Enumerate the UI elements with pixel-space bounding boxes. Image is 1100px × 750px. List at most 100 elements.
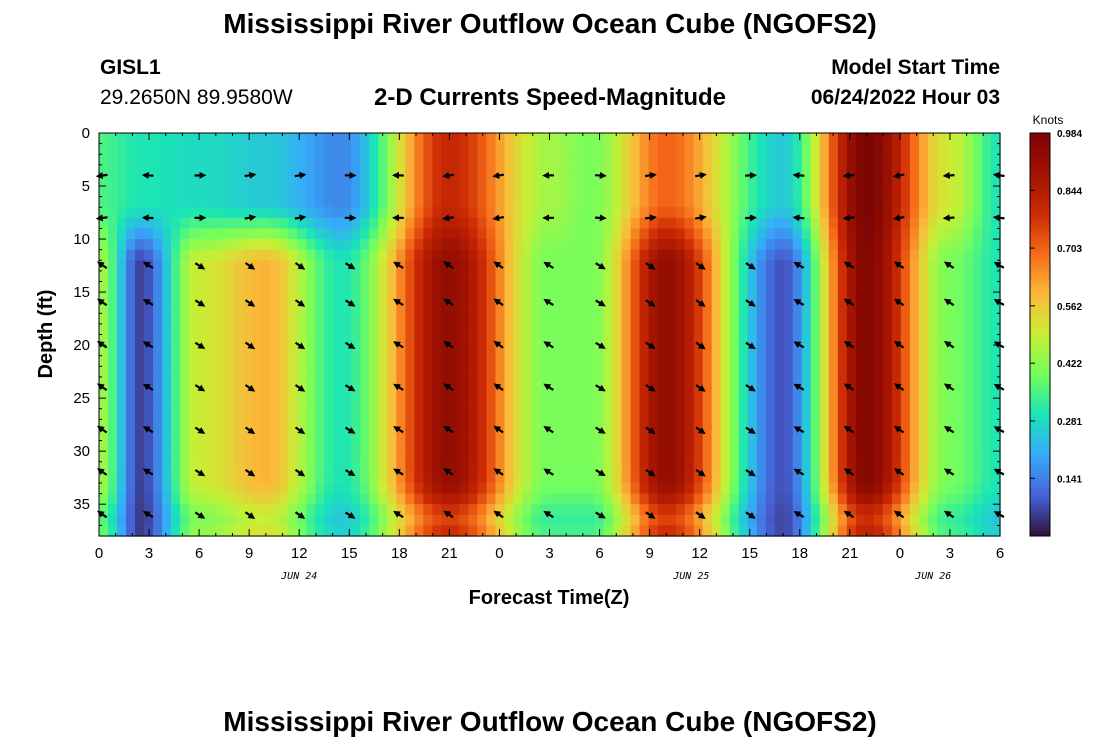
- heatmap-cell: [729, 249, 740, 261]
- heatmap-cell: [810, 260, 821, 272]
- heatmap-cell: [657, 525, 668, 537]
- heatmap-cell: [234, 164, 244, 177]
- heatmap-cell: [972, 323, 983, 336]
- heatmap-cell: [450, 143, 461, 155]
- heatmap-cell: [477, 154, 488, 166]
- heatmap-cell: [981, 175, 992, 187]
- current-vector-arrow: [943, 341, 955, 349]
- heatmap-cell: [711, 313, 722, 325]
- heatmap-cell: [513, 302, 524, 314]
- heatmap-cell: [594, 461, 605, 474]
- heatmap-cell: [216, 419, 226, 431]
- heatmap-cell: [279, 143, 289, 155]
- heatmap-cell: [225, 525, 235, 537]
- heatmap-cell: [261, 376, 271, 389]
- heatmap-cell: [765, 493, 776, 505]
- heatmap-cell: [576, 292, 587, 304]
- heatmap-cell: [396, 398, 407, 410]
- heatmap-cell: [108, 461, 118, 474]
- heatmap-cell: [702, 196, 713, 208]
- heatmap-cell: [333, 164, 343, 177]
- heatmap-cell: [477, 525, 488, 537]
- heatmap-cell: [612, 429, 623, 442]
- heatmap-cell: [612, 270, 623, 283]
- heatmap-cell: [954, 482, 965, 495]
- heatmap-cell: [270, 514, 280, 527]
- heatmap-cell: [756, 408, 767, 421]
- heatmap-cell: [405, 514, 416, 527]
- current-vector-arrow: [543, 298, 554, 307]
- heatmap-cell: [774, 260, 785, 272]
- current-vector-arrow: [745, 384, 756, 392]
- heatmap-cell: [819, 196, 830, 208]
- heatmap-cell: [558, 472, 569, 484]
- heatmap-cell: [639, 419, 650, 431]
- heatmap-cell: [549, 355, 560, 368]
- heatmap-cell: [954, 323, 965, 336]
- heatmap-cell: [855, 408, 866, 421]
- heatmap-cell: [234, 525, 244, 537]
- heatmap-cell: [306, 493, 316, 505]
- heatmap-cell: [180, 514, 190, 527]
- heatmap-cell: [270, 302, 280, 314]
- heatmap-cell: [819, 387, 830, 399]
- heatmap-cell: [873, 482, 884, 495]
- heatmap-cell: [828, 398, 839, 410]
- heatmap-cell: [297, 387, 307, 399]
- heatmap-cell: [171, 429, 181, 442]
- heatmap-cell: [252, 270, 262, 283]
- heatmap-cell: [630, 270, 641, 283]
- heatmap-cell: [558, 504, 569, 516]
- heatmap-cell: [126, 154, 136, 166]
- heatmap-cell: [792, 154, 803, 166]
- heatmap-cell: [396, 133, 407, 145]
- heatmap-cell: [351, 504, 361, 516]
- heatmap-cell: [333, 143, 343, 155]
- current-vector-arrow: [393, 261, 404, 269]
- heatmap-cell: [531, 292, 542, 304]
- colorbar: Knots 0.9840.8440.7030.5620.4220.2810.14…: [1029, 113, 1082, 537]
- heatmap-cell: [468, 451, 479, 463]
- heatmap-cell: [468, 249, 479, 261]
- heatmap-cell: [126, 345, 136, 357]
- heatmap-cell: [387, 376, 398, 389]
- heatmap-cell: [765, 313, 776, 325]
- heatmap-cell: [117, 217, 127, 230]
- heatmap-cell: [126, 164, 136, 177]
- heatmap-cell: [819, 472, 830, 484]
- heatmap-cell: [720, 514, 731, 527]
- heatmap-cell: [405, 461, 416, 474]
- x-tick-label: 6: [195, 545, 203, 562]
- heatmap-cell: [981, 504, 992, 516]
- heatmap-cell: [900, 323, 911, 336]
- heatmap-cell: [369, 217, 380, 230]
- heatmap-cell: [252, 345, 262, 357]
- heatmap-cell: [405, 186, 416, 198]
- heatmap-cell: [387, 440, 398, 452]
- heatmap-cell: [783, 419, 794, 431]
- heatmap-cell: [189, 281, 199, 293]
- heatmap-cell: [387, 451, 398, 463]
- heatmap-cell: [909, 249, 920, 261]
- heatmap-cell: [504, 429, 515, 442]
- heatmap-cell: [837, 366, 848, 378]
- heatmap-cell: [648, 504, 659, 516]
- heatmap-cell: [711, 504, 722, 516]
- heatmap-cell: [702, 398, 713, 410]
- heatmap-cell: [621, 461, 632, 474]
- heatmap-cell: [657, 292, 668, 304]
- heatmap-cell: [171, 196, 181, 208]
- heatmap-cell: [567, 493, 578, 505]
- heatmap-cell: [603, 186, 614, 198]
- heatmap-cell: [810, 133, 821, 145]
- heatmap-cell: [765, 398, 776, 410]
- heatmap-cell: [819, 334, 830, 346]
- heatmap-cell: [747, 196, 758, 208]
- bottom-title: Mississippi River Outflow Ocean Cube (NG…: [223, 706, 877, 737]
- heatmap-cell: [558, 270, 569, 283]
- heatmap-cell: [819, 514, 830, 527]
- heatmap-cell: [765, 504, 776, 516]
- heatmap-cell: [189, 207, 199, 219]
- heatmap-cell: [855, 461, 866, 474]
- heatmap-cell: [162, 196, 172, 208]
